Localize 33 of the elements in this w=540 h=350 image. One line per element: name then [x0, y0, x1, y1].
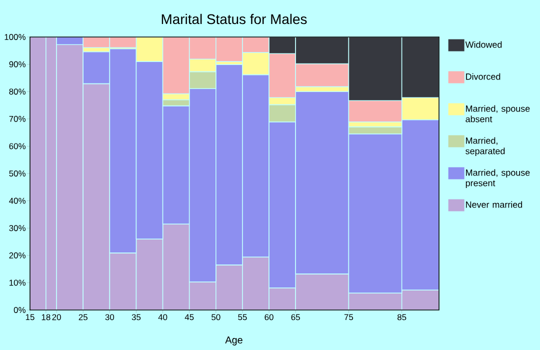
x-tick-label: 65 — [291, 314, 300, 320]
chart-title: Marital Status for Males — [162, 14, 307, 24]
y-tick-label: 80% — [9, 88, 26, 95]
y-tick-label: 90% — [9, 61, 26, 68]
y-tick-label: 0% — [14, 307, 26, 313]
x-tick-label: 15 — [26, 314, 34, 320]
legend-label: Never married — [466, 201, 522, 208]
y-tick-label: 40% — [9, 198, 26, 204]
x-tick-label: 40 — [158, 314, 168, 320]
x-tick-label: 30 — [105, 314, 114, 320]
y-tick-label: 20% — [9, 252, 26, 258]
x-tick-label: 85 — [397, 314, 406, 320]
legend-label: Married, spouse absent — [466, 105, 530, 122]
x-tick-label: 60 — [264, 314, 274, 320]
x-tick-label: 25 — [78, 314, 88, 320]
legend-label: Married, separated — [466, 137, 505, 156]
y-tick-label: 60% — [9, 143, 26, 150]
x-tick-label: 75 — [344, 314, 354, 320]
y-tick-label: 70% — [9, 116, 26, 122]
y-tick-label: 50% — [9, 170, 26, 176]
x-tick-label: 55 — [238, 314, 247, 320]
legend-label: Widowed — [465, 41, 502, 48]
legend-label: Married, spouse present — [466, 169, 530, 188]
x-tick-label: 20 — [52, 314, 61, 320]
x-tick-label: 35 — [132, 314, 141, 320]
x-axis-title: Age — [225, 336, 242, 346]
x-tick-label: 45 — [184, 314, 194, 320]
legend-label: Divorced — [466, 73, 500, 80]
y-tick-label: 30% — [9, 225, 26, 232]
y-tick-label: 100% — [4, 34, 26, 40]
x-tick-label: 18 — [42, 314, 50, 320]
x-tick-label: 50 — [212, 314, 220, 320]
y-tick-label: 10% — [10, 280, 26, 286]
